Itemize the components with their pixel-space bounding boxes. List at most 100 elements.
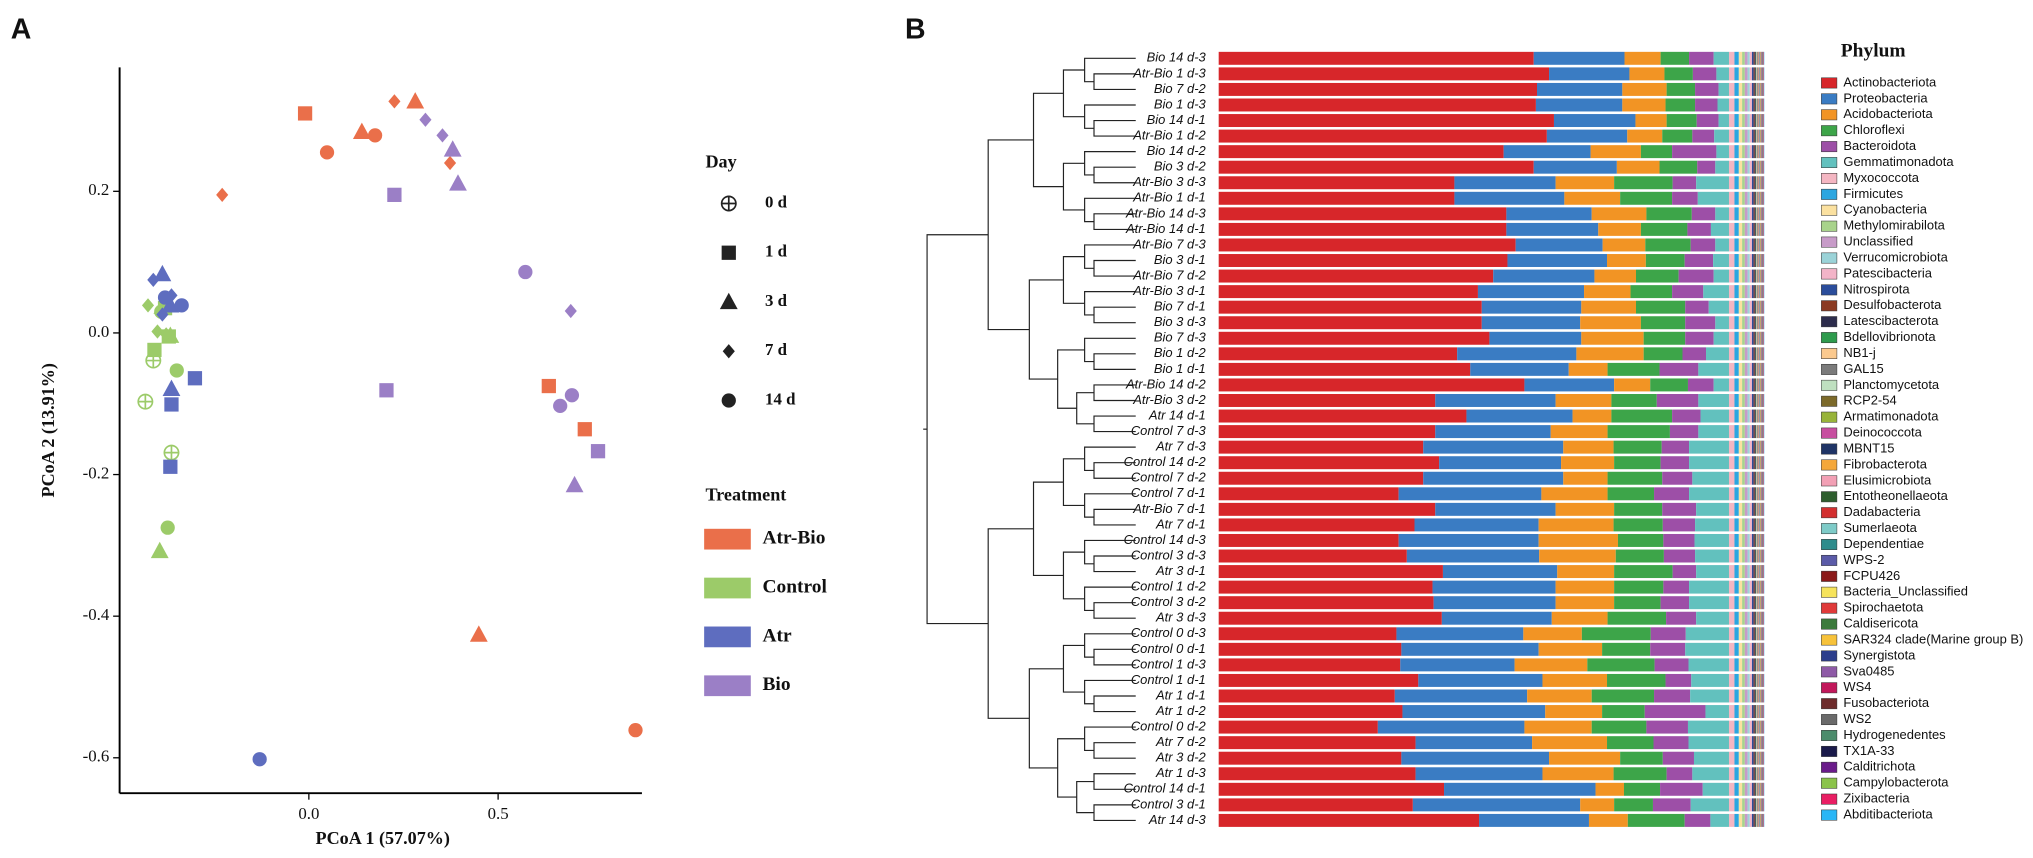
bar-segment <box>1738 705 1743 719</box>
legend-swatch <box>704 577 751 599</box>
bar-segment <box>1728 254 1735 267</box>
bar-segment <box>1751 767 1754 781</box>
legend-swatch <box>1821 427 1838 439</box>
bar-segment <box>1728 82 1735 96</box>
bar-segment <box>1738 114 1743 128</box>
bar-segment <box>1734 487 1739 501</box>
bar-segment <box>1689 440 1729 454</box>
legend-marker <box>722 344 735 359</box>
dendrogram-branch <box>1084 57 1136 83</box>
row-label: Control 1 d-3 <box>1131 656 1207 671</box>
bar-segment <box>1742 114 1745 128</box>
bar-segment <box>1744 409 1748 423</box>
dendrogram-branch <box>1062 69 1085 118</box>
dendrogram-branch <box>1093 73 1136 91</box>
y-tick-label: -0.2 <box>83 463 110 482</box>
bar-segment <box>1728 580 1735 594</box>
bar-segment <box>1749 549 1752 563</box>
bar-segment <box>1688 658 1729 672</box>
bar-segment <box>1747 627 1750 641</box>
bar-segment <box>1749 254 1752 267</box>
bar-segment <box>1218 611 1442 625</box>
legend-swatch <box>1821 777 1838 789</box>
bar-segment <box>1734 471 1739 485</box>
row-label: Control 1 d-2 <box>1131 579 1207 594</box>
legend-label: Bacteroidota <box>1843 138 1917 153</box>
bar-segment <box>1742 409 1745 423</box>
bar-segment <box>1614 456 1661 470</box>
bar-segment <box>1754 565 1756 579</box>
bar-segment <box>1753 658 1755 672</box>
bar-segment <box>1749 798 1752 812</box>
dendrogram-branch <box>1062 458 1085 507</box>
bar-segment <box>1697 191 1729 205</box>
bar-segment <box>1754 394 1756 407</box>
legend-marker <box>719 292 738 310</box>
legend-label: Desulfobacterota <box>1843 297 1942 312</box>
bar-segment <box>1695 82 1719 96</box>
bar-segment <box>1751 565 1754 579</box>
legend-swatch <box>1821 236 1838 248</box>
bar-segment <box>1744 456 1748 470</box>
bar-segment <box>1728 269 1735 283</box>
bar-segment <box>1728 782 1735 796</box>
bar-segment <box>1749 114 1752 128</box>
bar-segment <box>1433 596 1556 610</box>
dendrogram-branch <box>1093 259 1136 277</box>
bar-segment <box>1753 98 1755 112</box>
bar-segment <box>1734 580 1739 594</box>
bar-segment <box>1738 394 1743 407</box>
bar-segment <box>1563 471 1608 485</box>
bar-segment <box>1541 487 1608 501</box>
bar-segment <box>1551 611 1608 625</box>
bar-segment <box>1754 533 1756 547</box>
legend-label: Patescibacteria <box>1843 265 1932 280</box>
bar-segment <box>1738 347 1743 361</box>
bar-segment <box>1689 580 1729 594</box>
legend-swatch <box>1821 491 1838 503</box>
bar-segment <box>1753 82 1755 96</box>
bar-segment <box>1602 705 1645 719</box>
bar-segment <box>1660 782 1703 796</box>
bar-segment <box>1734 673 1739 687</box>
bar-segment <box>1728 160 1735 174</box>
bar-segment <box>1623 782 1661 796</box>
bar-segment <box>1742 440 1745 454</box>
bar-segment <box>1742 533 1745 547</box>
bar-segment <box>1734 285 1739 299</box>
legend-label: Sva0485 <box>1843 663 1894 678</box>
bar-segment <box>1751 98 1754 112</box>
point <box>163 459 178 474</box>
bar-segment <box>1218 285 1478 299</box>
bar-segment <box>1751 611 1754 625</box>
legend-swatch <box>1821 618 1838 630</box>
bar-segment <box>1754 67 1756 81</box>
bar-segment <box>1696 565 1729 579</box>
bar-segment <box>1444 782 1596 796</box>
bar-segment <box>1753 736 1755 750</box>
y-tick-label: -0.6 <box>83 747 110 766</box>
bar-segment <box>1734 145 1739 159</box>
legend-label: Control <box>762 576 827 597</box>
bar-segment <box>1563 440 1614 454</box>
bar-segment <box>1555 176 1615 190</box>
dendrogram-branch <box>1076 392 1095 425</box>
bar-segment <box>1747 82 1750 96</box>
dendrogram-branch <box>1057 349 1085 409</box>
legend-swatch <box>1821 682 1838 694</box>
bar-segment <box>1749 285 1752 299</box>
bar-segment <box>1636 269 1679 283</box>
legend-swatch <box>1821 332 1838 344</box>
bar-segment <box>1749 440 1752 454</box>
bar-segment <box>1734 533 1739 547</box>
legend-swatch <box>1821 93 1838 105</box>
bar-segment <box>1538 642 1603 656</box>
bar-segment <box>1432 580 1556 594</box>
bar-segment <box>1728 98 1735 112</box>
bar-segment <box>1734 720 1739 734</box>
bar-segment <box>1742 689 1745 703</box>
bar-segment <box>1734 658 1739 672</box>
bar-segment <box>1738 129 1743 143</box>
bar-segment <box>1754 440 1756 454</box>
